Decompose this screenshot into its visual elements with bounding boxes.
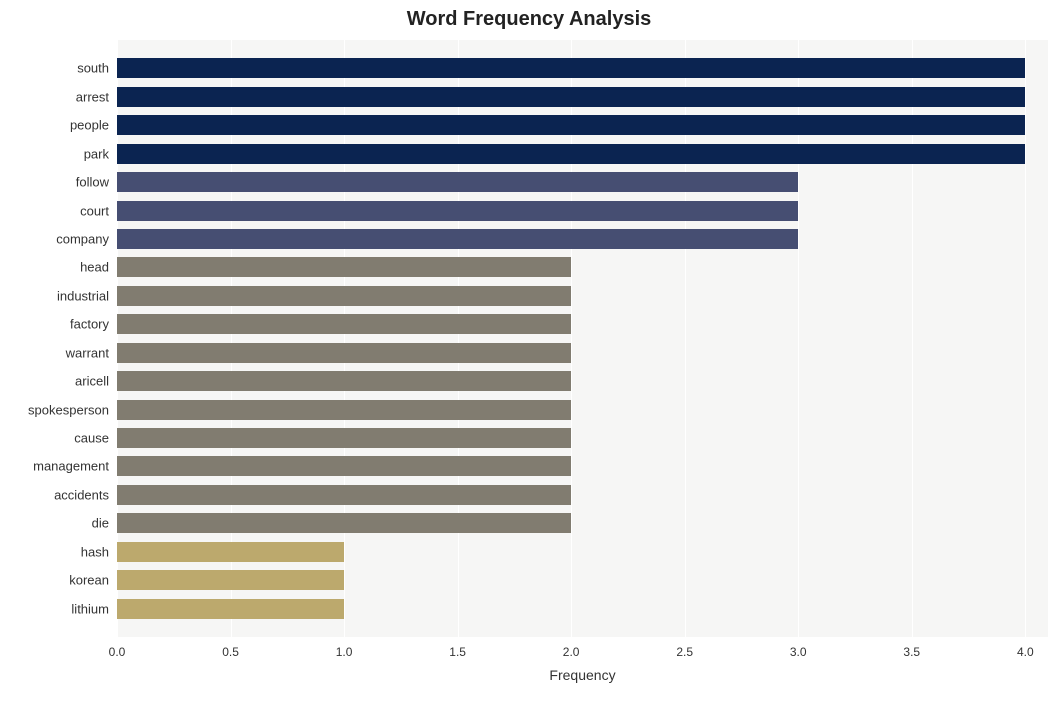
- word-frequency-chart: Word Frequency Analysis Frequency 0.0 0.5…: [0, 0, 1058, 701]
- y-tick-label: follow: [0, 175, 109, 190]
- x-tick-label: 0.5: [222, 645, 239, 659]
- bar: [117, 115, 1025, 135]
- x-tick-label: 1.5: [449, 645, 466, 659]
- bar: [117, 201, 798, 221]
- y-tick-label: cause: [0, 431, 109, 446]
- chart-title: Word Frequency Analysis: [0, 8, 1058, 31]
- y-tick-label: arrest: [0, 89, 109, 104]
- gridline: [1025, 40, 1026, 637]
- y-tick-label: accidents: [0, 487, 109, 502]
- bar: [117, 58, 1025, 78]
- y-tick-label: industrial: [0, 288, 109, 303]
- bar: [117, 229, 798, 249]
- y-tick-label: warrant: [0, 345, 109, 360]
- bar: [117, 599, 344, 619]
- y-tick-label: management: [0, 459, 109, 474]
- y-tick-label: head: [0, 260, 109, 275]
- x-tick-label: 1.0: [336, 645, 353, 659]
- bar: [117, 456, 571, 476]
- y-tick-label: lithium: [0, 601, 109, 616]
- bar: [117, 286, 571, 306]
- x-axis-title: Frequency: [117, 667, 1048, 683]
- y-tick-label: korean: [0, 573, 109, 588]
- y-tick-label: south: [0, 61, 109, 76]
- bar: [117, 371, 571, 391]
- plot-area: [117, 40, 1048, 637]
- y-tick-label: people: [0, 118, 109, 133]
- bar: [117, 172, 798, 192]
- y-tick-label: hash: [0, 544, 109, 559]
- x-tick-label: 2.0: [563, 645, 580, 659]
- x-tick-label: 3.5: [903, 645, 920, 659]
- bar: [117, 314, 571, 334]
- x-tick-label: 4.0: [1017, 645, 1034, 659]
- bar: [117, 542, 344, 562]
- bar: [117, 257, 571, 277]
- bar: [117, 400, 571, 420]
- bar: [117, 343, 571, 363]
- bar: [117, 428, 571, 448]
- y-tick-label: die: [0, 516, 109, 531]
- x-tick-label: 3.0: [790, 645, 807, 659]
- y-tick-label: park: [0, 146, 109, 161]
- y-tick-label: spokesperson: [0, 402, 109, 417]
- bar: [117, 570, 344, 590]
- x-tick-label: 0.0: [109, 645, 126, 659]
- bar: [117, 87, 1025, 107]
- bar: [117, 144, 1025, 164]
- y-tick-label: company: [0, 232, 109, 247]
- y-tick-label: factory: [0, 317, 109, 332]
- y-tick-label: aricell: [0, 374, 109, 389]
- x-tick-label: 2.5: [676, 645, 693, 659]
- bar: [117, 485, 571, 505]
- bar: [117, 513, 571, 533]
- y-tick-label: court: [0, 203, 109, 218]
